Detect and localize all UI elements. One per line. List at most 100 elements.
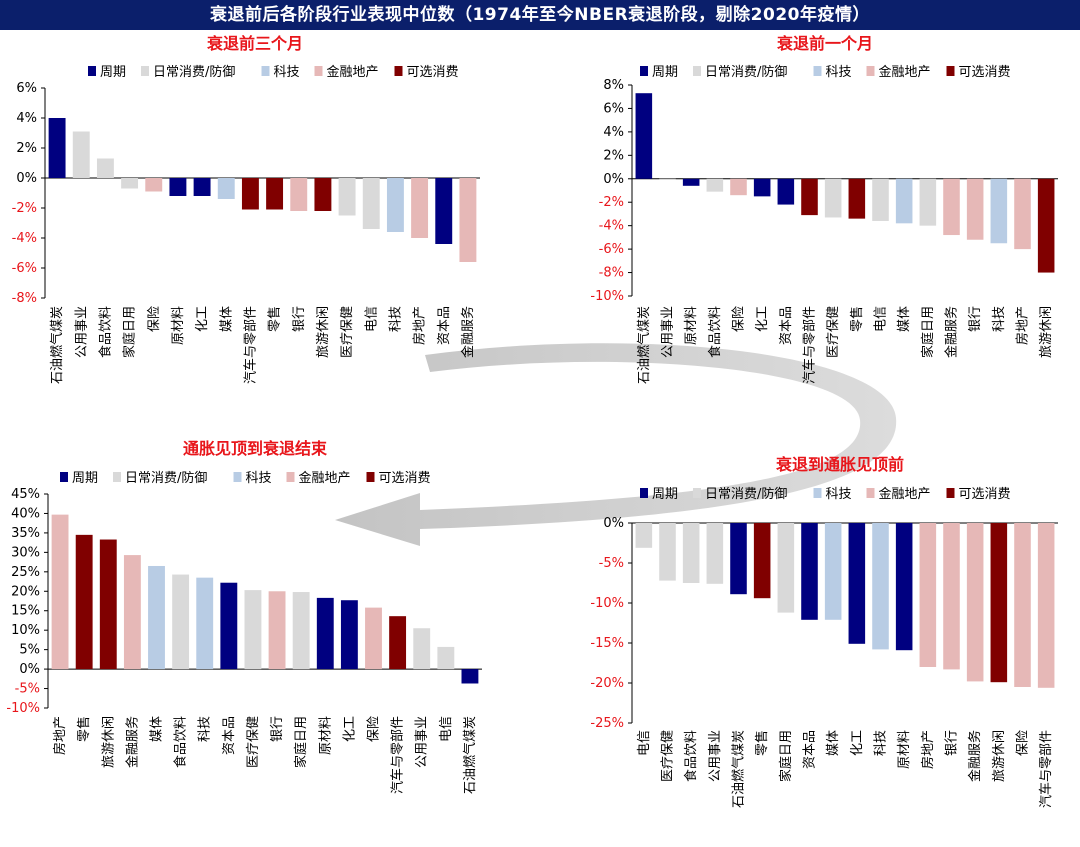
x-tick-label: 医疗保健 [826, 306, 841, 358]
x-tick-label: 化工 [850, 730, 865, 756]
x-tick-label: 房地产 [52, 716, 68, 755]
legend-swatch [866, 66, 875, 76]
y-tick-label: -8% [12, 291, 37, 306]
y-tick-label: -2% [12, 201, 37, 216]
x-tick-label: 公用事业 [708, 730, 723, 782]
x-tick-label: 金融服务 [460, 306, 476, 358]
legend-swatch [141, 66, 149, 76]
x-tick-label: 银行 [292, 306, 307, 332]
legend-swatch [693, 66, 701, 76]
bar [96, 158, 114, 178]
bar [801, 523, 818, 620]
legend-label: 日常消费/防御 [705, 486, 787, 502]
legend-label: 可选消费 [379, 471, 431, 486]
legend-label: 科技 [246, 471, 272, 486]
legend-swatch [88, 66, 96, 76]
y-tick-label: 6% [603, 101, 624, 116]
bar [990, 178, 1008, 244]
x-tick-label: 化工 [755, 306, 770, 332]
bar [362, 178, 380, 229]
x-tick-label: 石油燃气煤炭 [731, 730, 747, 808]
y-tick-label: 40% [11, 506, 40, 521]
x-tick-label: 金融服务 [967, 730, 983, 782]
y-tick-label: -5% [599, 556, 624, 571]
bar [753, 523, 771, 599]
legend-swatch [60, 472, 68, 482]
x-tick-label: 零售 [267, 306, 283, 332]
bar [145, 178, 163, 192]
legend-swatch [946, 66, 955, 76]
y-tick-label: -5% [15, 682, 40, 697]
bar [943, 178, 960, 236]
x-tick-label: 电信 [439, 716, 454, 742]
bar [268, 591, 286, 670]
legend-label: 日常消费/防御 [125, 470, 207, 486]
x-tick-label: 石油燃气煤炭 [462, 716, 478, 794]
bar [730, 523, 747, 595]
bar [121, 178, 139, 189]
y-tick-label: -8% [599, 266, 624, 281]
bar [990, 523, 1008, 683]
x-tick-label: 汽车与零部件 [1038, 730, 1054, 808]
bar [435, 178, 453, 244]
x-tick-label: 媒体 [897, 306, 912, 332]
bar [824, 178, 842, 218]
bar [824, 523, 842, 620]
y-tick-label: 20% [11, 584, 40, 599]
y-tick-label: -15% [590, 636, 624, 651]
bar [411, 178, 429, 238]
bar [193, 178, 211, 196]
legend-label: 周期 [652, 65, 678, 80]
y-tick-label: -6% [12, 261, 37, 276]
legend-label: 可选消费 [959, 65, 1011, 80]
legend-label: 可选消费 [407, 65, 459, 80]
x-tick-label: 资本品 [437, 306, 452, 345]
x-tick-label: 石油燃气煤炭 [636, 306, 652, 384]
bar [316, 597, 334, 670]
x-tick-label: 食品饮料 [173, 716, 189, 768]
y-tick-label: 2% [603, 148, 624, 163]
y-tick-label: 0% [16, 171, 37, 186]
x-tick-label: 银行 [945, 730, 960, 756]
bar [848, 523, 866, 644]
x-tick-label: 家庭日用 [122, 306, 138, 358]
bar [340, 600, 358, 670]
bar [943, 523, 960, 670]
x-tick-label: 金融服务 [944, 306, 960, 358]
y-tick-label: 5% [19, 643, 40, 658]
bar [459, 178, 477, 262]
x-tick-label: 旅游休闲 [101, 716, 116, 768]
bar [966, 523, 984, 682]
y-tick-label: 6% [16, 81, 37, 96]
bar [895, 178, 913, 224]
bar [172, 574, 190, 670]
chart-title: 衰退到通胀见顶前 [775, 455, 904, 474]
bar [413, 628, 431, 670]
y-tick-label: -10% [590, 289, 624, 304]
x-tick-label: 媒体 [826, 730, 841, 756]
bar [730, 178, 747, 196]
y-tick-label: -4% [599, 219, 624, 234]
bar [966, 178, 984, 240]
y-tick-label: -6% [599, 242, 624, 257]
bar [292, 592, 310, 670]
x-tick-label: 家庭日用 [293, 716, 309, 768]
bar [196, 577, 214, 670]
x-tick-label: 资本品 [779, 306, 794, 345]
y-tick-label: 35% [11, 526, 40, 541]
x-tick-label: 金融服务 [124, 716, 140, 768]
bar [437, 646, 455, 670]
legend-swatch [640, 488, 648, 498]
x-tick-label: 零售 [754, 730, 770, 756]
y-tick-label: -25% [590, 716, 624, 731]
x-tick-label: 公用事业 [661, 306, 676, 358]
legend-label: 周期 [72, 471, 98, 486]
legend-label: 日常消费/防御 [705, 64, 787, 80]
x-tick-label: 媒体 [219, 306, 234, 332]
legend-swatch [946, 488, 955, 498]
y-tick-label: -20% [590, 676, 624, 691]
y-tick-label: 25% [11, 565, 40, 580]
bar [706, 178, 724, 192]
